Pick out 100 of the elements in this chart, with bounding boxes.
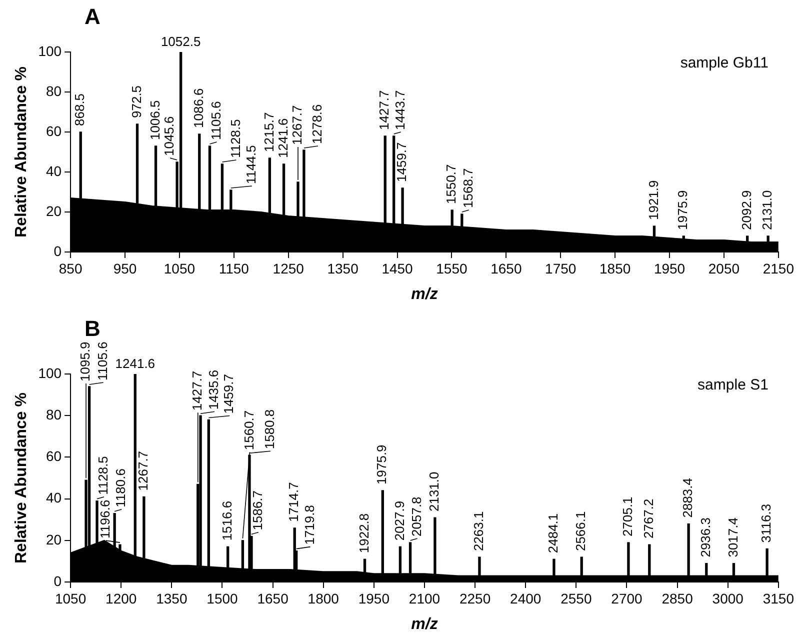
x-tick-label: 1150 bbox=[218, 260, 250, 276]
annotation: 1045.6 bbox=[162, 116, 177, 156]
annotation: 1215.7 bbox=[261, 112, 276, 152]
annotation: 1196.6 bbox=[98, 500, 113, 539]
x-tick-label: 1650 bbox=[490, 260, 522, 276]
annotation: 1128.5 bbox=[96, 456, 111, 495]
annotation: 1560.7 bbox=[241, 410, 256, 450]
x-tick-label: 2050 bbox=[708, 260, 740, 276]
annotation: 2883.4 bbox=[680, 478, 696, 518]
y-tick-label: 0 bbox=[54, 242, 62, 259]
y-tick-label: 40 bbox=[46, 490, 62, 506]
annotation: 1459.7 bbox=[221, 374, 236, 414]
x-axis-title: m/z bbox=[411, 616, 438, 633]
annotation: 1550.7 bbox=[444, 164, 459, 204]
y-tick-label: 40 bbox=[46, 162, 62, 179]
annotation: 2092.9 bbox=[738, 190, 754, 230]
annotation: sample Gb11 bbox=[680, 54, 768, 72]
y-axis-title: Relative Abundance % bbox=[13, 66, 30, 238]
x-tick-label: 1550 bbox=[436, 260, 468, 276]
annotation: 1278.6 bbox=[310, 104, 325, 144]
chart-title: B bbox=[84, 316, 100, 341]
annotation: 1975.9 bbox=[675, 190, 690, 230]
annotation: 1443.7 bbox=[392, 90, 408, 130]
annotation: 868.5 bbox=[72, 93, 88, 126]
annotation: 1427.7 bbox=[189, 370, 204, 411]
y-tick-label: 60 bbox=[46, 122, 62, 139]
x-tick-label: 2850 bbox=[662, 590, 694, 606]
annotation: 2263.1 bbox=[471, 511, 486, 552]
x-tick-label: 2100 bbox=[408, 590, 440, 606]
annotation: 1241.6 bbox=[275, 118, 290, 158]
annotation: 1267.7 bbox=[136, 450, 151, 491]
annotation: 1568.7 bbox=[460, 168, 476, 208]
annotation: 1095.9 bbox=[78, 342, 93, 382]
annotation: 1180.6 bbox=[113, 468, 128, 508]
y-tick-label: 0 bbox=[54, 572, 62, 589]
x-tick-label: 1800 bbox=[308, 590, 340, 606]
annotation: 2027.9 bbox=[392, 500, 407, 541]
x-tick-label: 1200 bbox=[106, 590, 137, 606]
annotation: 1435.6 bbox=[206, 370, 222, 410]
annotation: 2936.3 bbox=[698, 518, 713, 558]
annotation: 2131.0 bbox=[426, 472, 442, 512]
x-tick-label: 1250 bbox=[272, 260, 304, 276]
chart-title: A bbox=[84, 4, 101, 29]
y-tick-label: 80 bbox=[46, 82, 62, 99]
annotation: 2566.1 bbox=[573, 511, 588, 552]
annotation: 1975.9 bbox=[374, 444, 390, 484]
x-tick-label: 2550 bbox=[560, 590, 592, 606]
annotation: 1105.6 bbox=[94, 342, 110, 380]
x-tick-label: 1950 bbox=[654, 260, 686, 276]
x-tick-label: 1050 bbox=[164, 260, 196, 276]
annotation: 1241.6 bbox=[115, 356, 156, 372]
annotation: 1714.7 bbox=[286, 482, 302, 522]
x-tick-label: 2150 bbox=[762, 260, 794, 276]
annotation: 1516.6 bbox=[219, 500, 234, 541]
x-axis-title: m/z bbox=[411, 286, 438, 303]
x-tick-label: 1350 bbox=[156, 590, 188, 606]
y-tick-label: 20 bbox=[46, 202, 62, 219]
annotation: 1922.8 bbox=[356, 513, 372, 554]
y-axis-title: Relative Abundance % bbox=[13, 392, 30, 564]
x-tick-label: 1850 bbox=[599, 260, 631, 276]
annotation: sample S1 bbox=[698, 376, 768, 394]
x-tick-label: 1950 bbox=[358, 590, 390, 606]
annotation: 2484.1 bbox=[546, 513, 561, 554]
annotation: 1086.6 bbox=[190, 88, 206, 128]
x-tick-label: 950 bbox=[113, 260, 137, 276]
x-tick-label: 850 bbox=[58, 260, 82, 276]
y-tick-label: 100 bbox=[38, 364, 62, 381]
annotation: 1267.7 bbox=[290, 105, 305, 145]
annotation: 1105.6 bbox=[208, 101, 224, 140]
annotation: 1586.7 bbox=[250, 490, 266, 530]
annotation: 1921.9 bbox=[646, 180, 661, 220]
x-tick-label: 1350 bbox=[327, 260, 359, 276]
x-tick-label: 3150 bbox=[762, 590, 794, 606]
annotation: 3017.4 bbox=[725, 518, 740, 558]
x-tick-label: 1450 bbox=[382, 260, 414, 276]
x-tick-label: 2250 bbox=[459, 590, 491, 606]
y-tick-label: 20 bbox=[46, 531, 62, 548]
annotation: 2705.1 bbox=[620, 496, 636, 536]
annotation: 1052.5 bbox=[160, 34, 201, 50]
annotation: 1580.8 bbox=[262, 409, 278, 450]
annotation: 1427.7 bbox=[376, 90, 392, 130]
annotation: 3116.3 bbox=[758, 504, 774, 543]
x-tick-label: 1750 bbox=[545, 260, 576, 276]
annotation: 1128.5 bbox=[228, 119, 243, 158]
y-tick-label: 80 bbox=[46, 406, 62, 422]
annotation: 1459.7 bbox=[394, 142, 410, 182]
x-tick-label: 1050 bbox=[54, 590, 86, 606]
annotation: 2057.8 bbox=[408, 496, 424, 536]
annotation: 1006.5 bbox=[147, 100, 162, 140]
annotation: 1719.8 bbox=[302, 505, 317, 545]
x-tick-label: 1650 bbox=[257, 590, 289, 606]
y-tick-label: 100 bbox=[38, 42, 62, 59]
annotation: 972.5 bbox=[128, 85, 144, 118]
x-tick-label: 1500 bbox=[206, 590, 238, 606]
annotation: 1144.5 bbox=[243, 145, 258, 184]
y-tick-label: 60 bbox=[46, 448, 62, 464]
x-tick-label: 2700 bbox=[611, 590, 643, 606]
x-tick-label: 3000 bbox=[712, 590, 744, 606]
x-tick-label: 2400 bbox=[510, 590, 542, 606]
annotation: 2131.0 bbox=[760, 190, 775, 230]
